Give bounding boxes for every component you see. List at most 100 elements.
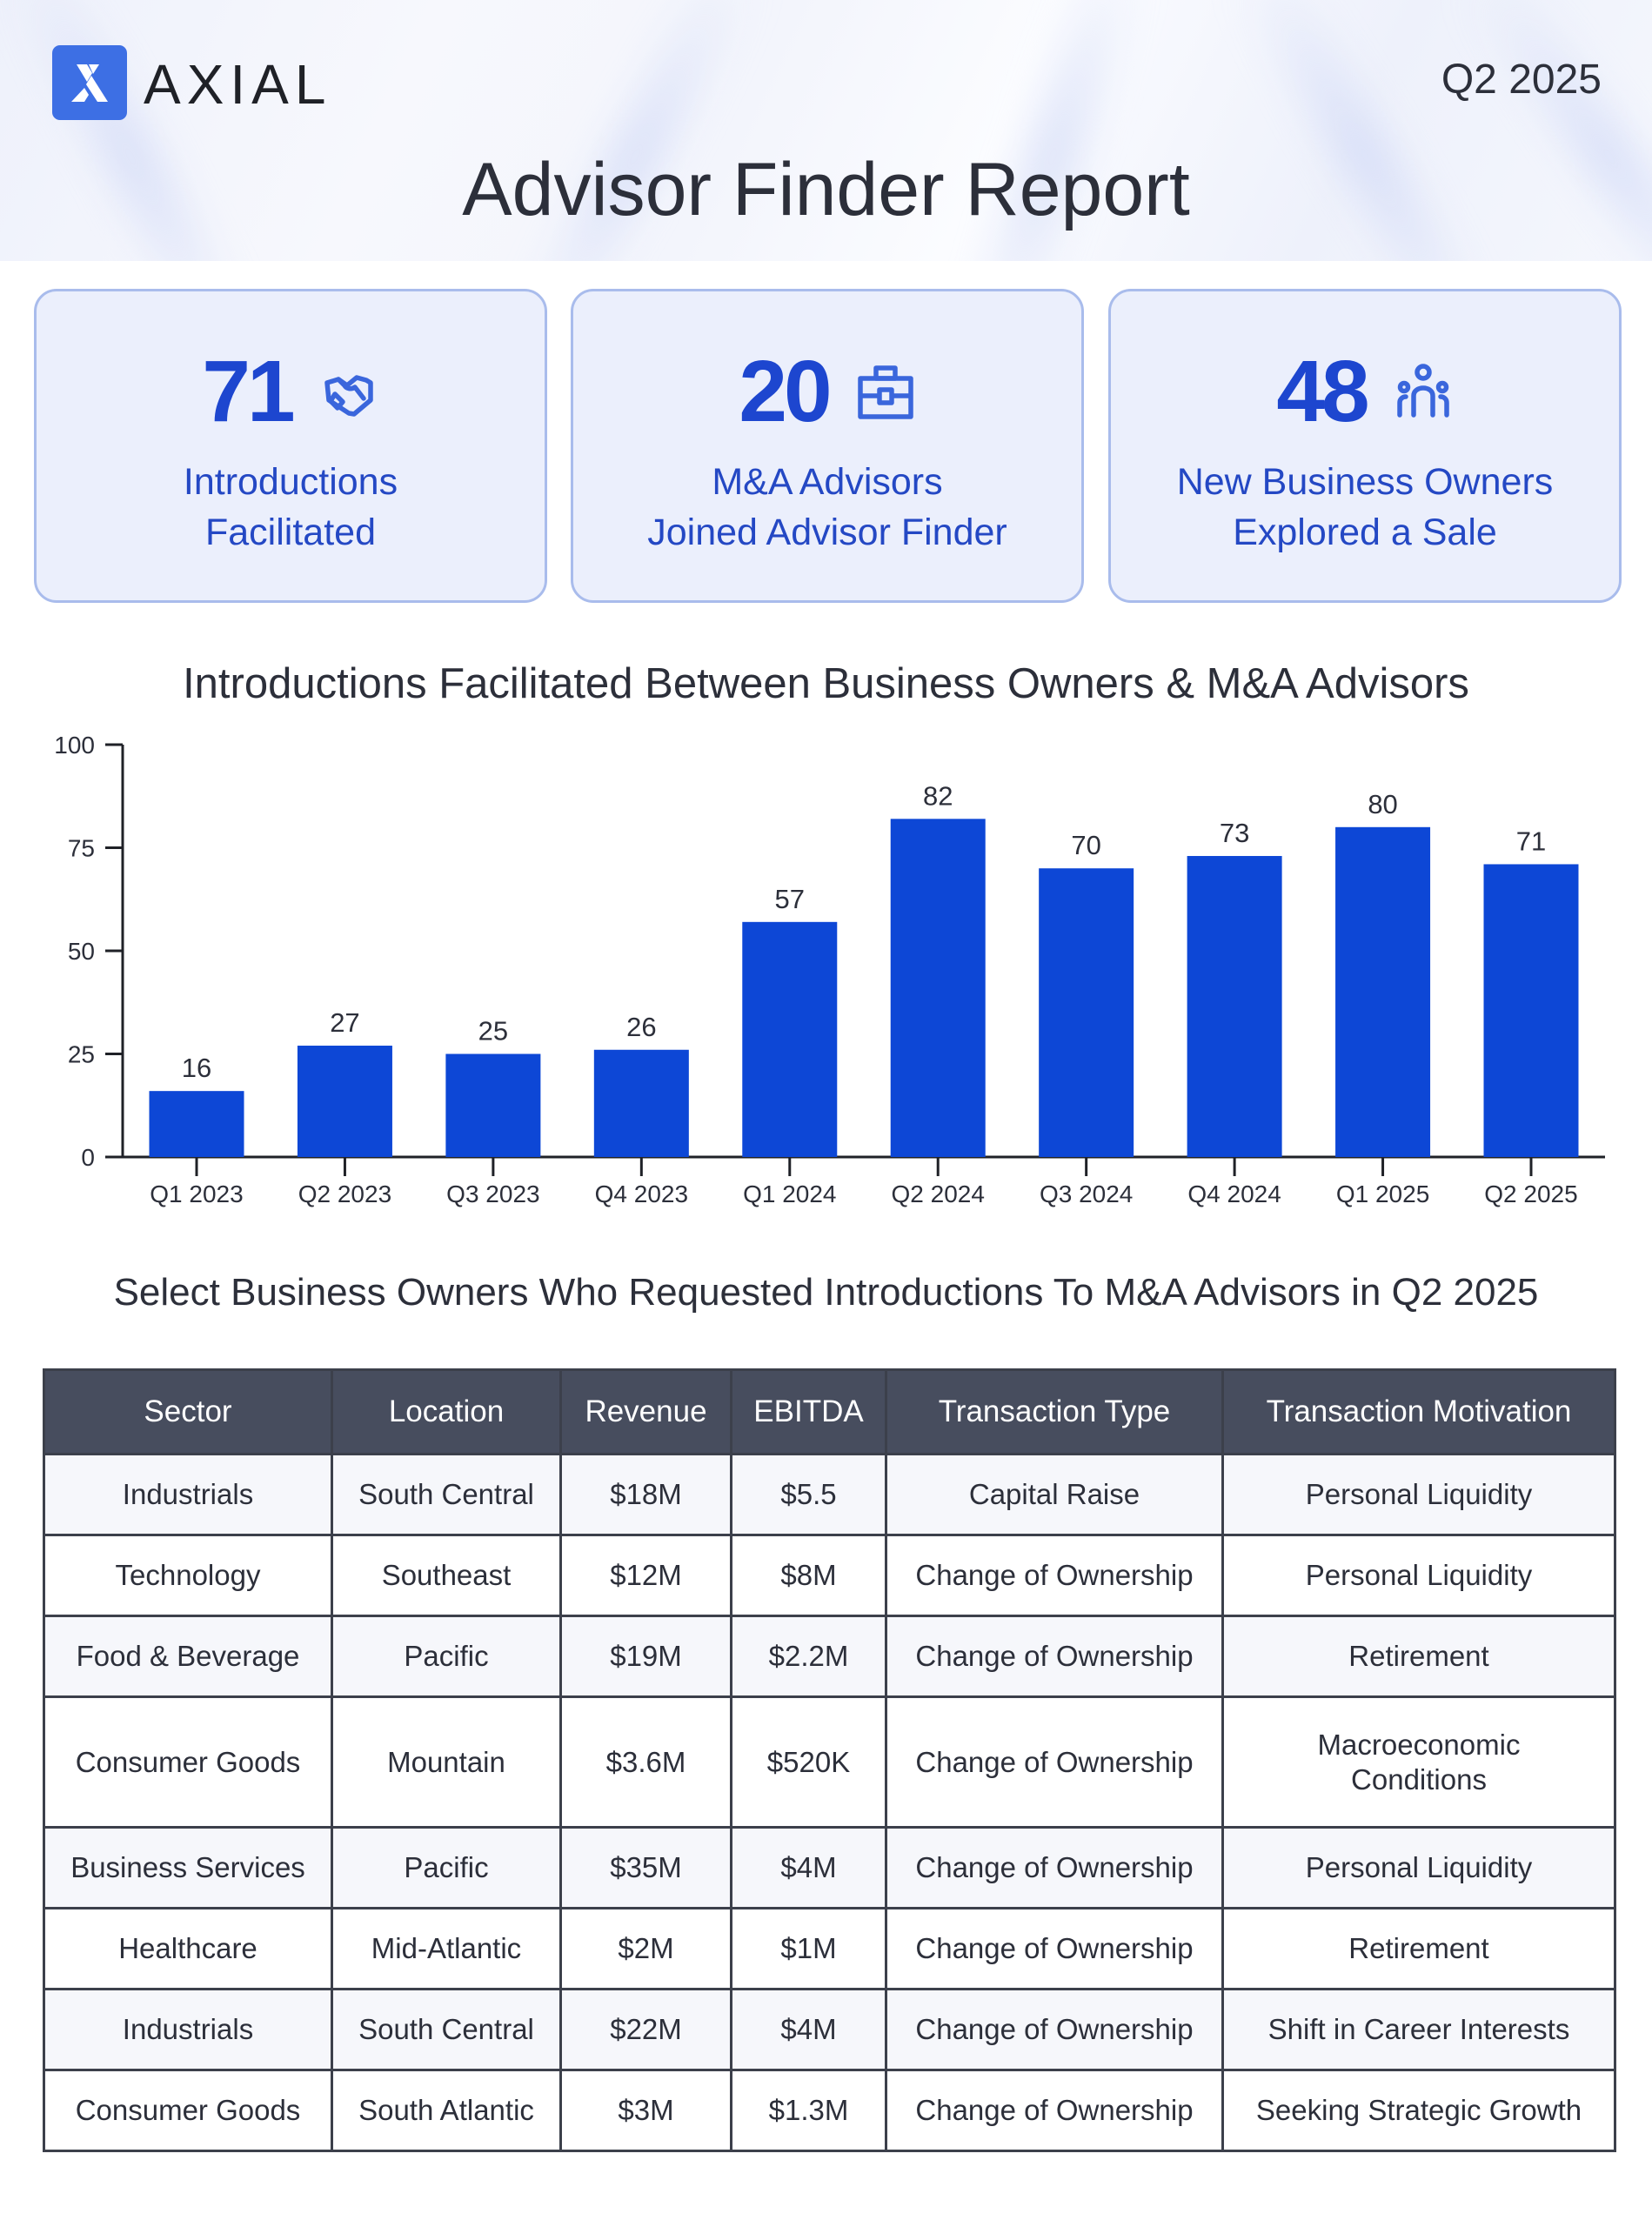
cell-location: Pacific [331,1615,562,1698]
table-row: Business Services Pacific $35M $4M Change of… [43,1826,1616,1909]
cell-sector: Technology [43,1534,333,1617]
stat-value: 48 [1276,343,1369,440]
bar-chart: 0 25 50 75 100 16 Q1 2023 27 Q2 2023 25 Q3 2023 26 Q… [54,732,1605,1207]
cell-revenue: $19M [559,1615,732,1698]
cell-revenue: $3M [559,2069,732,2152]
handshake-icon [318,361,379,422]
stat-label: Introductions Facilitated [183,461,398,553]
x-tick-label: Q4 2024 [1187,1180,1281,1207]
users-icon [1393,361,1454,422]
cell-sector: Consumer Goods [43,2069,333,2152]
cell-ebitda: $1M [730,1907,887,1990]
cell-ebitda: $8M [730,1534,887,1617]
cell-location: Mountain [331,1695,562,1829]
table-title: Select Business Owners Who Requested Int… [113,1271,1539,1314]
y-tick-label: 50 [68,938,95,965]
table-row: Industrials South Central $22M $4M Change of… [43,1988,1616,2071]
cell-transaction-motivation: Personal Liquidity [1221,1453,1616,1536]
cell-transaction-type: Change of Ownership [885,1695,1224,1829]
bar-value-label: 25 [478,1016,508,1047]
cell-location: Southeast [331,1534,562,1617]
cell-location: Pacific [331,1826,562,1909]
table-row: Food & Beverage Pacific $19M $2.2M Change of… [43,1615,1616,1698]
cell-sector: Food & Beverage [43,1615,333,1698]
axial-logo-icon [52,45,127,120]
page-title: Advisor Finder Report [462,148,1190,231]
cell-revenue: $3.6M [559,1695,732,1829]
cell-revenue: $2M [559,1907,732,1990]
bar [1039,868,1134,1157]
y-tick-label: 75 [68,835,95,862]
cell-revenue: $22M [559,1988,732,2071]
cell-transaction-motivation: Retirement [1221,1907,1616,1990]
cell-location: South Central [331,1453,562,1536]
cell-sector: Consumer Goods [43,1695,333,1829]
brand-wordmark: AXIAL [144,53,332,116]
stat-card-advisors: 20 M&A Advisors Joined Advisor Finder [571,289,1084,603]
cell-revenue: $12M [559,1534,732,1617]
x-tick-label: Q2 2025 [1484,1180,1577,1207]
bar-value-label: 16 [182,1053,211,1083]
cell-ebitda: $1.3M [730,2069,887,2152]
cell-sector: Healthcare [43,1907,333,1990]
bar [297,1046,392,1157]
bar [593,1049,689,1157]
bar [1483,864,1579,1157]
x-tick-label: Q1 2025 [1336,1180,1429,1207]
bar-value-label: 70 [1071,830,1100,860]
table-row: Industrials South Central $18M $5.5 Capital … [43,1453,1616,1536]
stat-value: 71 [202,343,295,440]
cell-ebitda: $4M [730,1826,887,1909]
stat-label: M&A Advisors Joined Advisor Finder [647,461,1007,553]
x-tick-label: Q2 2024 [892,1180,985,1207]
table-header-row: Sector Location Revenue EBITDA Transacti… [43,1368,1616,1455]
bar-value-label: 82 [923,780,953,811]
x-tick-label: Q3 2024 [1040,1180,1133,1207]
bar [149,1091,244,1157]
cell-transaction-motivation: Retirement [1221,1615,1616,1698]
cell-ebitda: $520K [730,1695,887,1829]
business-owners-table: Sector Location Revenue EBITDA Transacti… [43,1368,1616,2152]
bar [890,819,986,1157]
bar [1187,855,1282,1157]
cell-transaction-motivation: Macroeconomic Conditions [1221,1695,1616,1829]
x-tick-label: Q1 2024 [743,1180,836,1207]
cell-ebitda: $5.5 [730,1453,887,1536]
column-header-transaction-motivation: Transaction Motivation [1221,1368,1616,1455]
chart-title: Introductions Facilitated Between Busine… [183,660,1469,707]
bar-value-label: 80 [1368,789,1397,819]
bar-value-label: 26 [626,1012,656,1042]
cell-transaction-type: Change of Ownership [885,1534,1224,1617]
report-period: Q2 2025 [1441,57,1602,103]
column-header-sector: Sector [43,1368,333,1455]
x-tick-label: Q4 2023 [595,1180,688,1207]
cell-location: Mid-Atlantic [331,1907,562,1990]
cell-ebitda: $2.2M [730,1615,887,1698]
bar [445,1053,541,1157]
stat-card-introductions: 71 Introductions Facilitated [34,289,547,603]
cell-transaction-motivation: Shift in Career Interests [1221,1988,1616,2071]
column-header-revenue: Revenue [559,1368,732,1455]
cell-revenue: $35M [559,1826,732,1909]
y-tick-label: 0 [81,1144,95,1171]
cell-transaction-type: Capital Raise [885,1453,1224,1536]
cell-sector: Business Services [43,1826,333,1909]
stat-card-business-owners: 48 New Business Owners Explored a Sale [1108,289,1622,603]
table-row: Technology Southeast $12M $8M Change of Owne… [43,1534,1616,1617]
y-tick-label: 100 [54,732,95,759]
bar-value-label: 27 [330,1007,359,1038]
x-tick-label: Q1 2023 [150,1180,243,1207]
cell-transaction-motivation: Personal Liquidity [1221,1826,1616,1909]
table-row: Consumer Goods Mountain $3.6M $520K Change o… [43,1695,1616,1829]
cell-transaction-type: Change of Ownership [885,1988,1224,2071]
bar [1335,826,1431,1157]
cell-sector: Industrials [43,1453,333,1536]
cell-sector: Industrials [43,1988,333,2071]
cell-transaction-type: Change of Ownership [885,2069,1224,2152]
bar-value-label: 57 [775,884,805,914]
bar-value-label: 73 [1220,818,1249,848]
stat-label: New Business Owners Explored a Sale [1176,461,1554,553]
cell-transaction-type: Change of Ownership [885,1907,1224,1990]
column-header-transaction-type: Transaction Type [885,1368,1224,1455]
header-banner [0,0,1652,261]
